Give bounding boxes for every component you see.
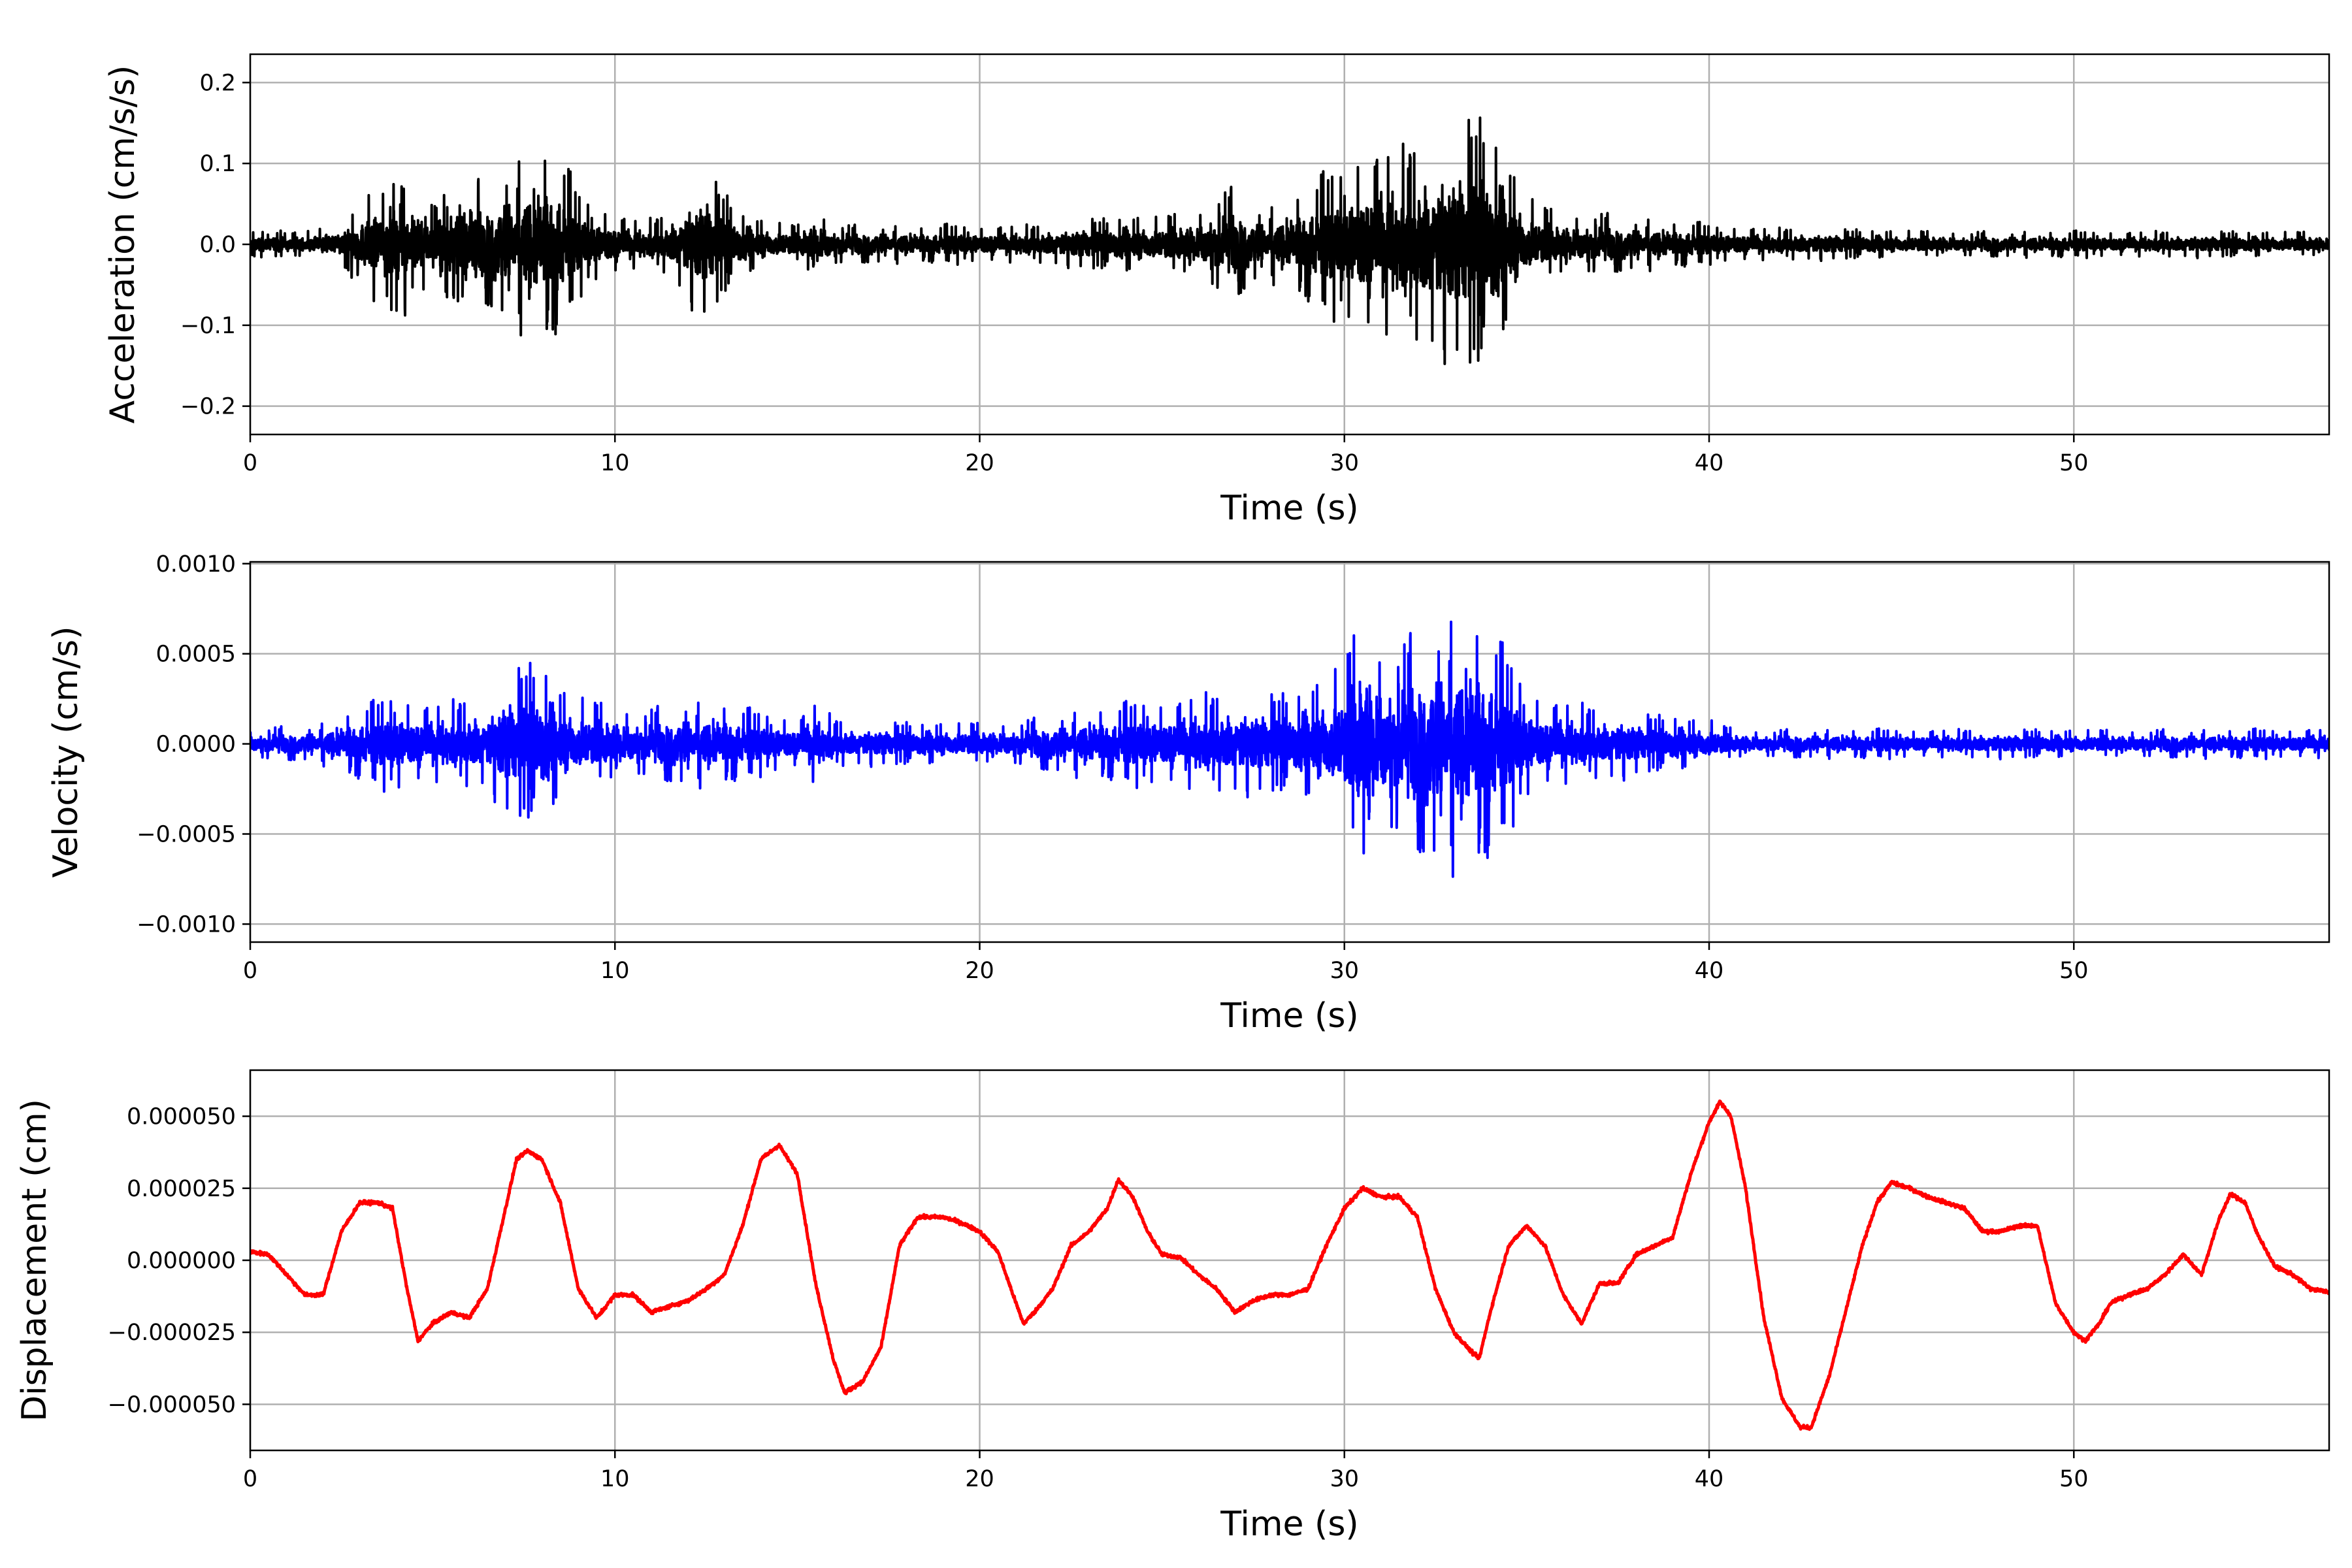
x-tick-label: 10 <box>600 1466 630 1492</box>
y-tick-label: −0.000025 <box>108 1320 236 1346</box>
y-tick-label: −0.000050 <box>108 1392 236 1418</box>
x-tick-label: 40 <box>1695 450 1724 476</box>
x-tick-label: 40 <box>1695 1466 1724 1492</box>
y-tick-label: 0.1 <box>199 151 236 177</box>
x-axis-label: Time (s) <box>1220 489 1358 528</box>
x-tick-label: 50 <box>2059 1466 2089 1492</box>
x-tick-label: 50 <box>2059 958 2089 984</box>
y-tick-label: 0.0000 <box>156 732 236 758</box>
y-tick-label: −0.2 <box>180 394 236 420</box>
x-tick-label: 10 <box>600 450 630 476</box>
x-tick-label: 20 <box>965 958 994 984</box>
x-tick-label: 20 <box>965 1466 994 1492</box>
y-tick-label: 0.000000 <box>127 1248 236 1274</box>
y-tick-label: 0.000050 <box>127 1104 236 1130</box>
y-tick-label: 0.0 <box>199 232 236 258</box>
x-tick-label: 20 <box>965 450 994 476</box>
acceleration-series-line <box>250 116 2329 365</box>
velocity-axes-frame <box>249 561 2330 943</box>
y-axis-label: Acceleration (cm/s/s) <box>103 65 142 424</box>
displacement-panel: 0 10 20 30 40 50 0.000050 0.000025 0.000000 −0.00… <box>15 1069 2330 1544</box>
velocity-series-line <box>250 620 2329 878</box>
x-tick-label: 10 <box>600 958 630 984</box>
y-tick-label: −0.0005 <box>137 822 236 848</box>
x-tick-label: 0 <box>243 450 257 476</box>
x-tick-label: 0 <box>243 1466 257 1492</box>
y-tick-label: 0.0010 <box>156 551 236 578</box>
x-tick-label: 0 <box>243 958 257 984</box>
x-tick-label: 40 <box>1695 958 1724 984</box>
y-axis-label: Displacement (cm) <box>15 1099 54 1422</box>
y-tick-label: 0.000025 <box>127 1176 236 1202</box>
x-axis-label: Time (s) <box>1220 1505 1358 1544</box>
y-tick-label: −0.0010 <box>137 911 236 938</box>
x-tick-label: 30 <box>1330 450 1359 476</box>
displacement-series-line <box>250 1099 2329 1431</box>
x-tick-label: 50 <box>2059 450 2089 476</box>
acceleration-panel: 0 10 20 30 40 50 0.2 0.1 0.0 −0.1 −0.2 Time (s) Acce… <box>103 53 2330 528</box>
x-axis-label: Time (s) <box>1220 996 1358 1036</box>
y-tick-label: 0.0005 <box>156 642 236 668</box>
x-tick-label: 30 <box>1330 958 1359 984</box>
x-tick-label: 30 <box>1330 1466 1359 1492</box>
y-axis-label: Velocity (cm/s) <box>46 627 86 878</box>
y-tick-label: −0.1 <box>180 313 236 339</box>
y-tick-label: 0.2 <box>199 70 236 96</box>
velocity-panel: 0 10 20 30 40 50 0.0010 0.0005 0.0000 −0.0005 −0.0… <box>46 551 2330 1036</box>
